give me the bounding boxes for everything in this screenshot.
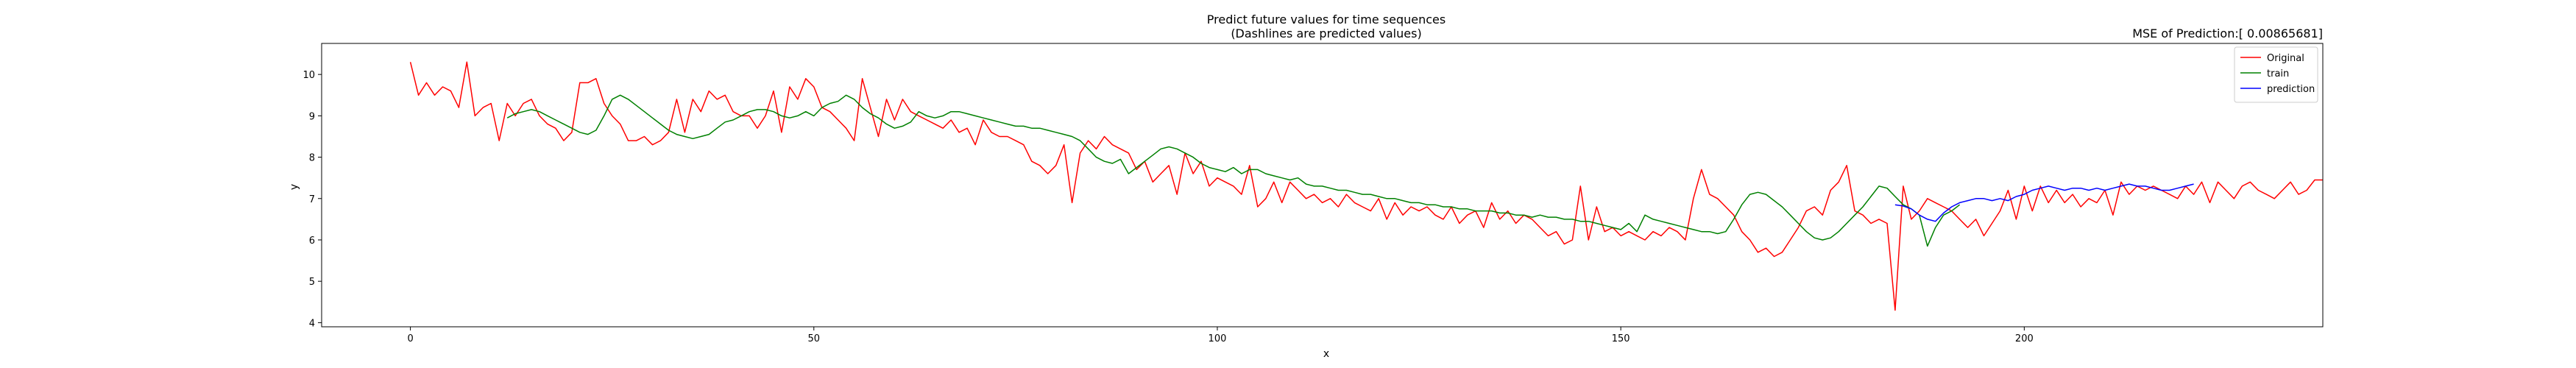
series-line-original — [409, 61, 2323, 311]
series-layer — [409, 61, 2323, 311]
x-tick-label: 50 — [808, 333, 821, 344]
legend: Original train prediction — [2234, 46, 2318, 103]
y-tick-label: 6 — [309, 236, 315, 247]
y-tick-label: 5 — [309, 277, 315, 288]
x-tick-label: 150 — [1612, 333, 1630, 344]
y-axis-label: y — [289, 184, 300, 190]
series-line-prediction — [1894, 183, 2194, 222]
mse-label: MSE of Prediction:[ 0.00865681] — [2132, 26, 2323, 40]
y-tick-label: 4 — [309, 318, 315, 329]
x-axis-label: x — [1323, 348, 1329, 360]
axis-layer: 0 50 100 150 200 4 5 6 7 8 9 10 — [302, 43, 2324, 344]
y-tick-label: 7 — [309, 194, 315, 205]
y-tick-label: 9 — [309, 111, 315, 122]
y-tick-label: 10 — [302, 70, 315, 81]
legend-label-prediction: prediction — [2267, 84, 2315, 95]
legend-label-original: Original — [2267, 53, 2304, 64]
plot-frame — [321, 43, 2324, 328]
legend-label-train: train — [2267, 68, 2289, 79]
x-tick-label: 0 — [407, 333, 413, 344]
series-line-train — [506, 94, 1961, 247]
x-tick-label: 200 — [2015, 333, 2034, 344]
y-tick-label: 8 — [309, 153, 315, 164]
x-tick-label: 100 — [1209, 333, 1227, 344]
chart-title: Predict future values for time sequences — [1207, 13, 1446, 26]
chart-subtitle: (Dashlines are predicted values) — [1231, 26, 1421, 40]
